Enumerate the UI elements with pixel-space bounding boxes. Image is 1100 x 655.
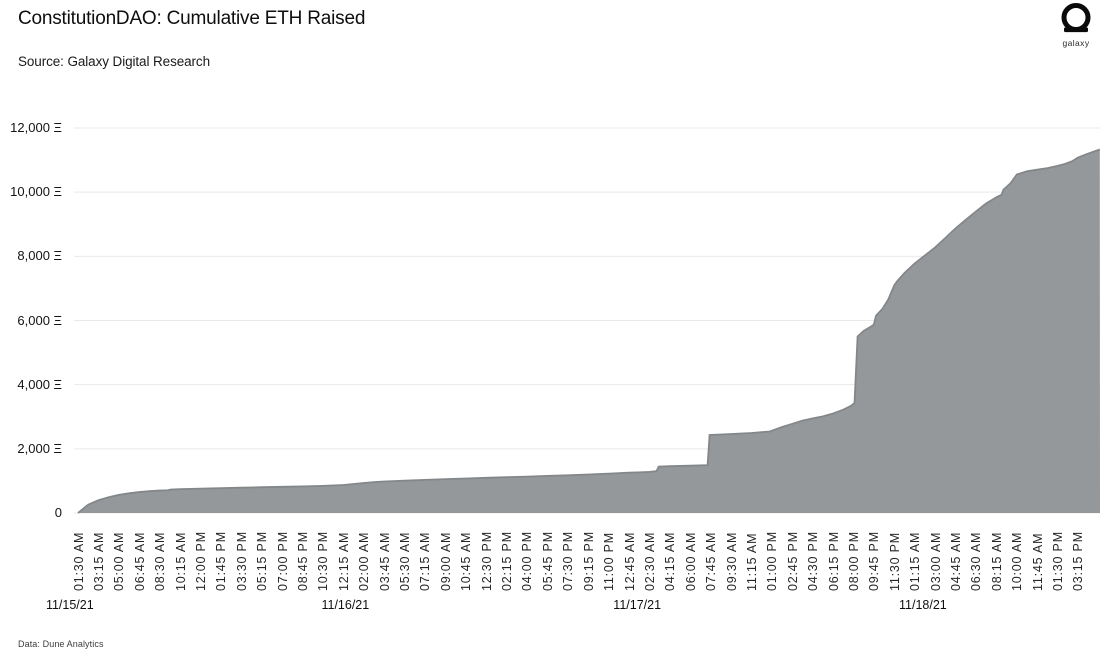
x-axis-tick-label: 07:15 AM xyxy=(418,531,433,591)
x-axis-tick-label: 04:00 PM xyxy=(520,531,535,591)
x-axis-tick-label: 01:45 PM xyxy=(214,531,229,591)
x-axis-tick-label: 12:00 PM xyxy=(193,531,208,591)
date-label: 11/18/21 xyxy=(899,598,947,612)
x-axis-tick-label: 10:15 AM xyxy=(173,531,188,591)
x-axis-tick-label: 02:00 AM xyxy=(357,531,372,591)
x-axis-tick-label: 10:30 PM xyxy=(316,531,331,591)
x-axis-tick-label: 09:30 AM xyxy=(724,531,739,591)
y-axis-label: 8,000 Ξ xyxy=(17,248,62,264)
x-axis-tick-label: 11:15 AM xyxy=(744,532,759,591)
x-axis-tick-label: 07:00 PM xyxy=(275,531,290,591)
x-axis-tick-label: 08:45 PM xyxy=(295,531,310,591)
date-label: 11/15/21 xyxy=(45,598,94,612)
x-axis-tick-label: 06:30 AM xyxy=(969,531,984,591)
x-axis-tick-label: 04:15 AM xyxy=(663,531,678,591)
x-axis-tick-label: 04:45 AM xyxy=(949,531,964,591)
x-axis-tick-label: 12:30 PM xyxy=(479,531,494,591)
x-axis-tick-label: 06:00 AM xyxy=(683,531,698,591)
area-edge xyxy=(77,148,1100,514)
x-axis-tick-label: 04:30 PM xyxy=(806,531,821,591)
x-axis-tick-label: 11:45 AM xyxy=(1030,532,1045,591)
y-axis-label: 0 xyxy=(54,505,62,520)
x-axis-tick-label: 12:15 AM xyxy=(336,531,351,591)
x-axis-tick-label: 01:30 PM xyxy=(1051,531,1066,591)
x-axis-tick-label: 08:30 AM xyxy=(153,531,168,591)
x-axis-tick-label: 09:45 PM xyxy=(867,531,882,591)
x-axis-tick-label: 02:45 PM xyxy=(785,531,800,591)
x-axis-tick-label: 10:45 AM xyxy=(459,531,474,591)
x-axis-tick-label: 12:45 AM xyxy=(622,531,637,591)
x-axis-tick-label: 07:30 PM xyxy=(561,531,576,591)
x-axis-tick-label: 08:15 AM xyxy=(989,531,1004,591)
x-axis-tick-label: 03:45 AM xyxy=(377,531,392,591)
galaxy-ring-icon xyxy=(1061,3,1091,33)
x-axis-tick-label: 01:30 AM xyxy=(71,531,86,591)
y-axis-label: 4,000 Ξ xyxy=(17,376,62,392)
x-axis-tick-label: 02:15 PM xyxy=(500,531,515,591)
date-label: 11/17/21 xyxy=(613,598,662,612)
page-title: ConstitutionDAO: Cumulative ETH Raised xyxy=(18,8,366,29)
x-axis-tick-label: 09:15 PM xyxy=(581,531,596,591)
x-axis-tick-label: 03:15 PM xyxy=(1071,531,1086,591)
source-attribution: Source: Galaxy Digital Research xyxy=(18,54,210,69)
data-credit: Data: Dune Analytics xyxy=(18,639,104,649)
x-axis-tick-label: 05:45 PM xyxy=(540,531,555,591)
x-axis-tick-label: 11:00 PM xyxy=(602,532,617,591)
x-axis-tick-label: 03:30 PM xyxy=(234,531,249,591)
x-axis-tick-label: 08:00 PM xyxy=(847,531,861,591)
y-axis-label: 2,000 Ξ xyxy=(17,440,62,456)
x-axis-tick-label: 03:00 AM xyxy=(928,531,943,591)
area-series xyxy=(78,149,1100,513)
y-axis-label: 10,000 Ξ xyxy=(10,184,62,200)
x-axis-tick-label: 06:45 AM xyxy=(132,531,147,591)
x-axis-tick-label: 09:00 AM xyxy=(438,531,453,591)
x-axis-tick-label: 05:00 AM xyxy=(112,531,127,591)
x-axis-tick-label: 05:15 PM xyxy=(255,531,270,591)
x-axis-tick-label: 06:15 PM xyxy=(826,531,841,591)
x-axis-tick-label: 10:00 AM xyxy=(1010,531,1025,591)
x-axis-tick-label: 11:30 PM xyxy=(887,532,902,591)
x-axis-tick-label: 05:30 AM xyxy=(398,531,413,591)
x-axis-tick-label: 01:15 AM xyxy=(908,531,923,591)
x-axis-tick-label: 02:30 AM xyxy=(642,531,657,591)
x-axis-tick-label: 01:00 PM xyxy=(765,531,780,591)
x-axis-tick-label: 07:45 AM xyxy=(704,531,719,591)
x-axis-tick-label: 03:15 AM xyxy=(91,531,106,591)
galaxy-wordmark: galaxy xyxy=(1062,38,1090,48)
date-label: 11/16/21 xyxy=(321,598,370,612)
y-axis-label: 12,000 Ξ xyxy=(10,120,62,135)
y-axis-label: 6,000 Ξ xyxy=(17,312,62,328)
galaxy-logo: galaxy xyxy=(1054,2,1098,48)
